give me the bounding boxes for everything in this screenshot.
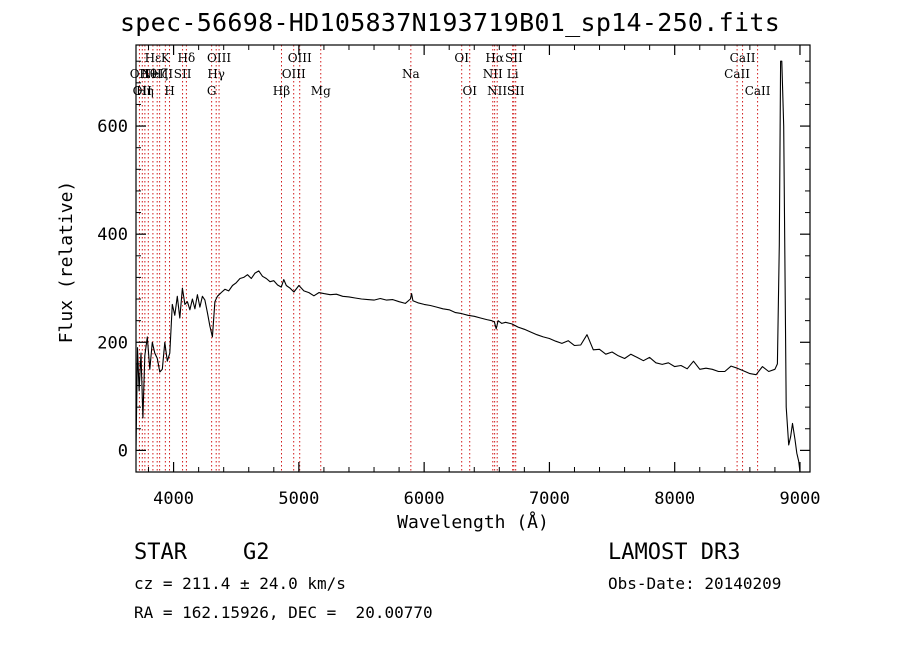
x-tick-label: 4000 bbox=[153, 489, 194, 509]
subclass: G2 bbox=[243, 540, 270, 565]
y-tick-label: 200 bbox=[97, 333, 128, 353]
line-marker-label: Hη bbox=[136, 84, 154, 98]
line-marker-label: Mg bbox=[311, 84, 331, 98]
x-tick-label: 7000 bbox=[529, 489, 570, 509]
line-marker-label: K bbox=[161, 51, 171, 65]
line-marker-label: OII bbox=[130, 67, 150, 81]
line-marker-label: Na bbox=[402, 67, 420, 81]
x-tick-label: 6000 bbox=[404, 489, 445, 509]
line-markers bbox=[138, 45, 759, 472]
line-marker-label: OI bbox=[454, 51, 469, 65]
line-marker-label: SII bbox=[507, 84, 525, 98]
line-marker-label: Hε bbox=[145, 51, 162, 65]
line-marker-label: H bbox=[164, 84, 174, 98]
x-axis-label: Wavelength (Å) bbox=[397, 511, 549, 533]
line-marker-label: OIII bbox=[207, 51, 231, 65]
line-marker-label: OII bbox=[133, 84, 153, 98]
line-marker-label: CaII bbox=[730, 51, 756, 65]
line-marker-label: CaII bbox=[745, 84, 771, 98]
axis-ticks bbox=[136, 45, 810, 473]
line-marker-label: Hδ bbox=[178, 51, 196, 65]
line-marker-label: Li bbox=[507, 67, 519, 81]
line-marker-label: OI bbox=[462, 84, 477, 98]
redshift-value: cz = 211.4 ± 24.0 km/s bbox=[134, 574, 346, 593]
coordinates: RA = 162.15926, DEC = 20.00770 bbox=[134, 603, 433, 622]
line-marker-label: G bbox=[207, 84, 217, 98]
line-marker-label: NeIII bbox=[141, 67, 173, 81]
spectrum-line bbox=[135, 60, 801, 473]
y-tick-label: 600 bbox=[97, 117, 128, 137]
line-marker-label: Hγ bbox=[207, 67, 225, 81]
line-marker-label: NII bbox=[487, 84, 507, 98]
axis-tick-labels: 4000 5000 6000 7000 8000 9000 0 200 400 600 bbox=[97, 117, 820, 509]
line-marker-label: OIII bbox=[288, 51, 312, 65]
plot-frame bbox=[135, 44, 811, 473]
x-tick-label: 5000 bbox=[278, 489, 319, 509]
line-marker-label: SII bbox=[174, 67, 192, 81]
y-axis-label: Flux (relative) bbox=[56, 181, 77, 344]
line-marker-label: OIII bbox=[282, 67, 306, 81]
line-marker-label: CaII bbox=[724, 67, 750, 81]
x-tick-label: 9000 bbox=[780, 489, 821, 509]
y-tick-label: 0 bbox=[118, 441, 128, 461]
line-marker-labels: OIIOIIHηHθHεNeIIIHζKHSIIHδGHγOIIIHβOIIIO… bbox=[130, 51, 771, 98]
survey-name: LAMOST DR3 bbox=[608, 540, 741, 565]
x-tick-label: 8000 bbox=[654, 489, 695, 509]
line-marker-label: Hθ bbox=[139, 67, 157, 81]
line-marker-label: Hζ bbox=[151, 67, 168, 81]
line-marker-label: Hβ bbox=[273, 84, 290, 98]
line-marker-label: NII bbox=[483, 67, 503, 81]
line-marker-label: Hα bbox=[485, 51, 504, 65]
object-class: STAR bbox=[134, 540, 187, 565]
obs-date: Obs-Date: 20140209 bbox=[608, 574, 782, 593]
y-tick-label: 400 bbox=[97, 225, 128, 245]
line-marker-label: SII bbox=[505, 51, 523, 65]
chart-title: spec-56698-HD105837N193719B01_sp14-250.f… bbox=[119, 8, 781, 37]
